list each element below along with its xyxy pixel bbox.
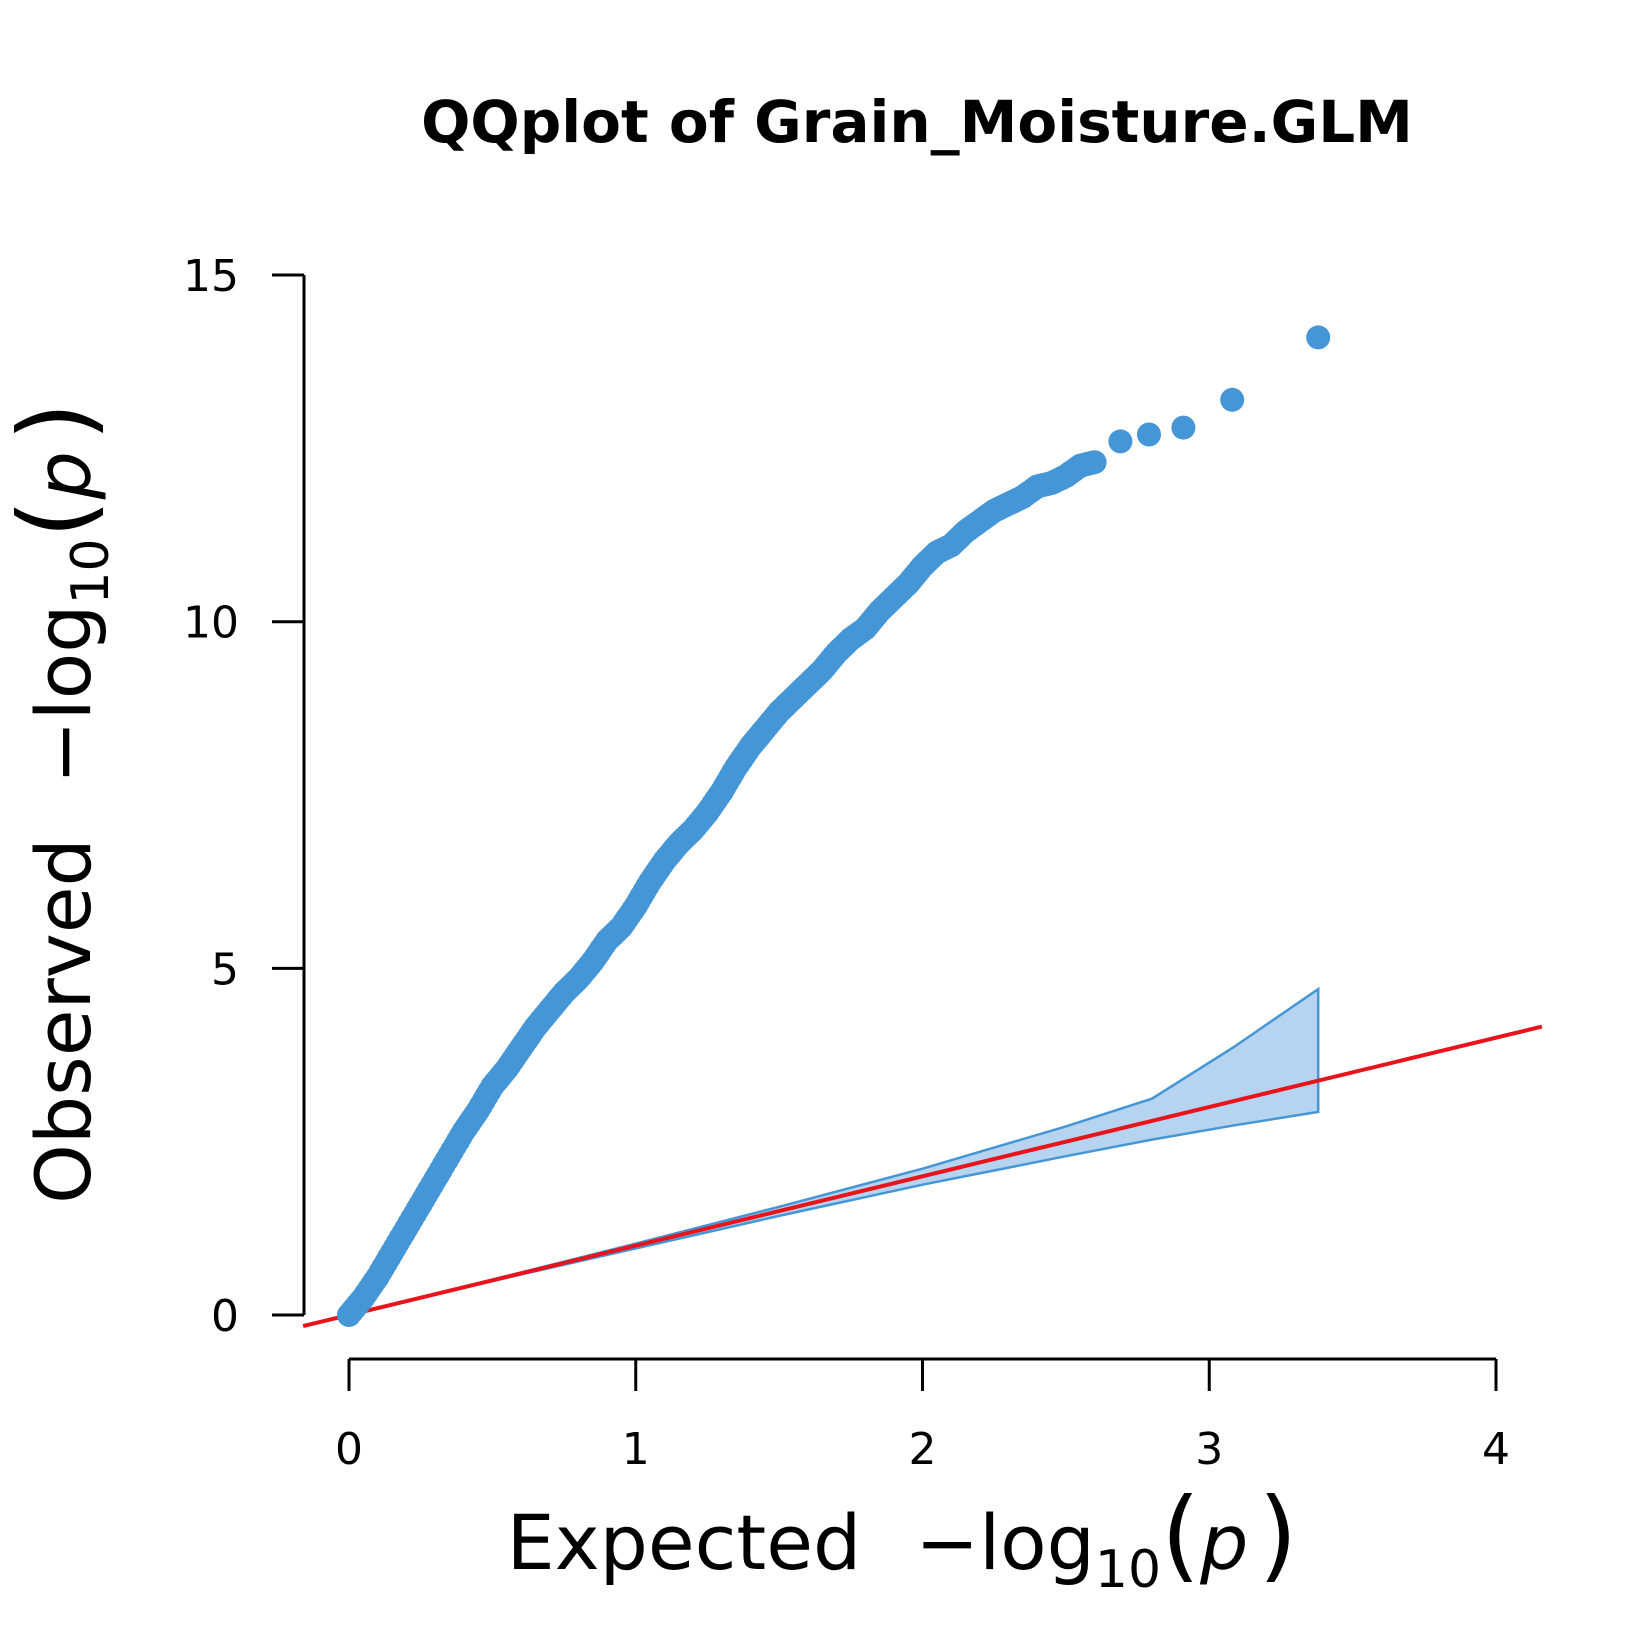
y-tick-label: 10 — [183, 598, 239, 649]
y-axis-title-close-paren: ) — [0, 402, 114, 441]
x-axis-title-prefix: Expected — [507, 1498, 862, 1587]
y-axis-title-log: log — [19, 605, 108, 721]
y-axis-title-minus: − — [19, 720, 108, 784]
x-tick-label: 4 — [1482, 1424, 1510, 1475]
x-axis-title-close-paren: ) — [1258, 1476, 1297, 1593]
x-tick-label: 3 — [1195, 1424, 1223, 1475]
confidence-band — [348, 986, 1320, 1317]
y-tick-label: 15 — [183, 251, 239, 302]
reference-line — [302, 1024, 1543, 1329]
chart-title: QQplot of Grain_Moisture.GLM — [421, 88, 1413, 156]
y-tick-label: 5 — [211, 944, 239, 995]
plot-area — [302, 325, 1543, 1329]
data-point — [1079, 450, 1104, 475]
y-axis-title-subscript: 10 — [61, 538, 121, 604]
x-axis-title: Expected −log10(p) — [507, 1476, 1298, 1600]
x-axis-title-minus: − — [915, 1498, 979, 1587]
x-axis-title-subscript: 10 — [1095, 1540, 1161, 1600]
y-axis-title-open-paren: ( — [0, 499, 114, 538]
x-axis-title-log: log — [979, 1498, 1095, 1587]
data-point — [1220, 387, 1245, 412]
y-tick-label: 0 — [211, 1291, 239, 1342]
data-point — [1108, 429, 1133, 454]
axes: 0 5 10 15 0 1 2 3 4 — [183, 251, 1510, 1475]
data-point — [1171, 415, 1196, 440]
x-tick-label: 2 — [909, 1424, 937, 1475]
y-axis-title-var: p — [19, 451, 108, 500]
x-axis-title-var: p — [1199, 1498, 1248, 1587]
x-tick-label: 1 — [622, 1424, 650, 1475]
x-axis-title-open-paren: ( — [1161, 1476, 1200, 1593]
y-axis-title-prefix: Observed — [19, 838, 108, 1204]
data-point — [1137, 422, 1161, 447]
x-tick-label: 0 — [335, 1424, 363, 1475]
data-point — [1306, 325, 1331, 350]
y-axis-title: Observed −log10(p) — [0, 402, 121, 1204]
